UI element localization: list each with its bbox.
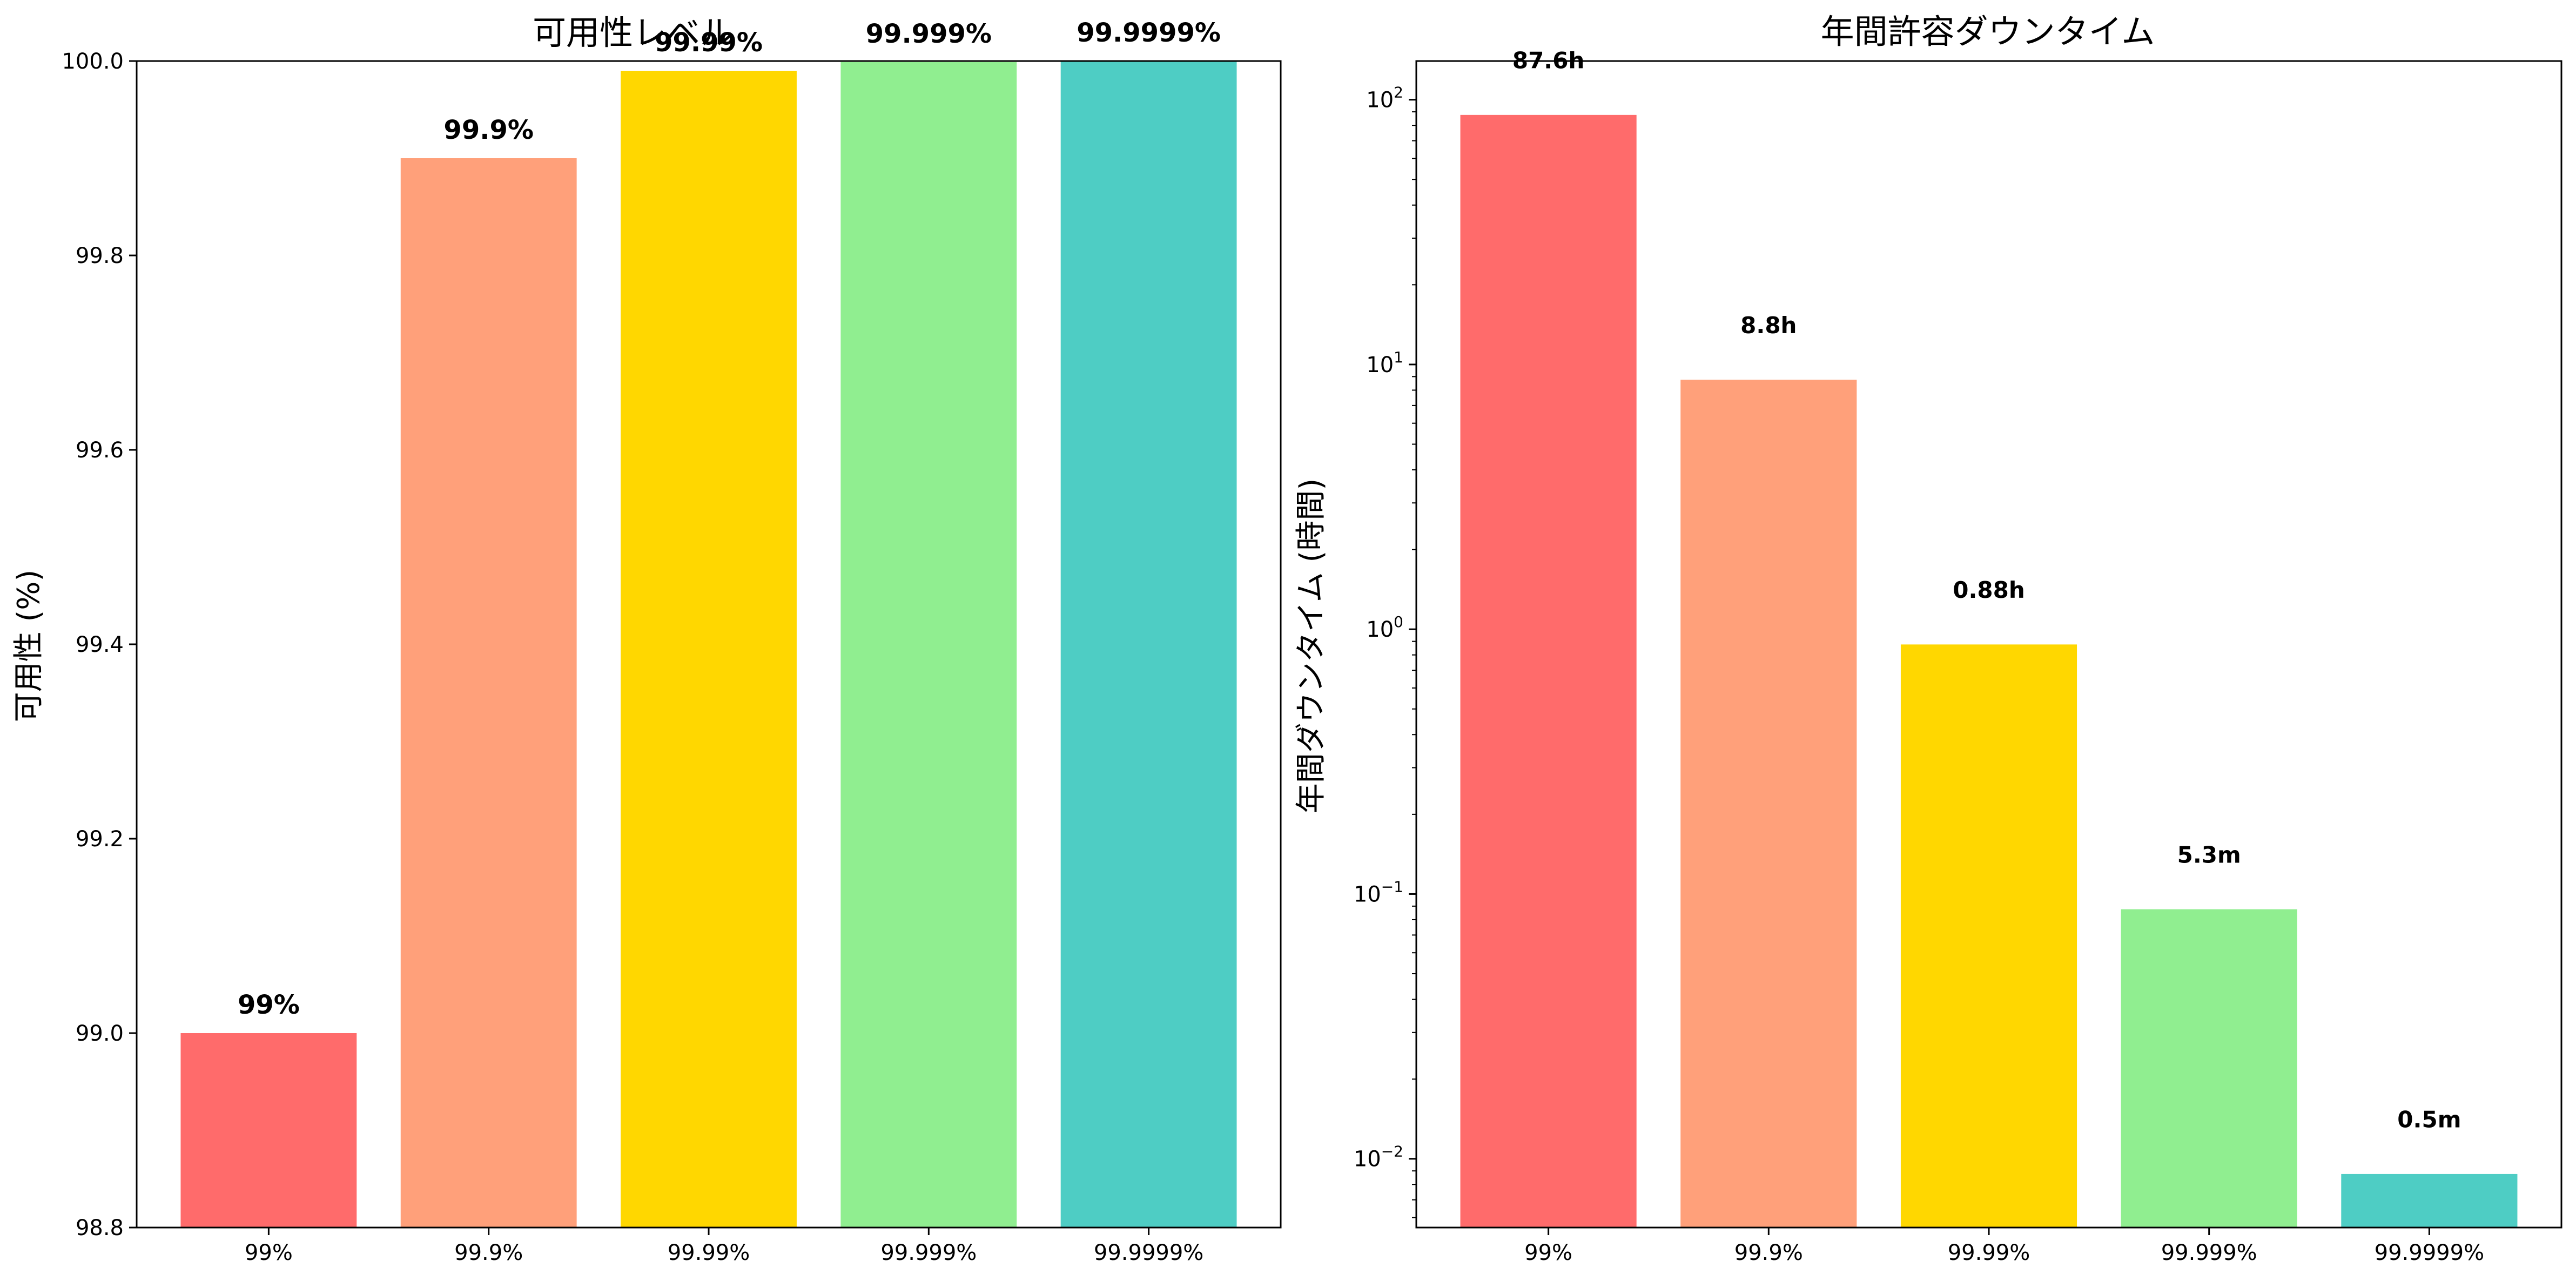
downtime-x-ticks: 99% 99.9% 99.99% 99.999% 99.9999% [1524, 1228, 2484, 1265]
downtime-data-label: 5.3m [2177, 841, 2241, 868]
downtime-bars [1460, 114, 2518, 1228]
availability-chart-title: 可用性レベル [533, 13, 734, 52]
downtime-chart: 年間許容ダウンタイム 年間ダウンタイム (時間) 87.6h8.8h0.88h5… [1294, 12, 2562, 1265]
downtime-data-label: 0.88h [1953, 577, 2025, 603]
availability-plot-frame [136, 60, 1282, 1229]
availability-data-labels: 99% 99.9% 99.99% 99.999% 99.9999% [238, 18, 1221, 1020]
availability-data-label: 99.999% [866, 19, 992, 49]
downtime-y-tick-label: 101 [1366, 348, 1403, 377]
downtime-x-tick-label: 99.9999% [2375, 1240, 2484, 1265]
availability-data-label: 99.9% [443, 115, 534, 145]
availability-y-axis-label: 可用性 (%) [11, 570, 46, 723]
availability-chart: 可用性レベル 可用性 (%) 99% 99.9% 99.99% 99.999% 99.9… [11, 13, 1282, 1265]
downtime-x-tick-label: 99.9% [1734, 1240, 1803, 1265]
downtime-y-tick-exponent: −1 [1381, 878, 1403, 895]
availability-y-tick-label: 99.4 [76, 632, 124, 657]
downtime-bar [1460, 114, 1637, 1228]
downtime-y-tick-label: 10−1 [1354, 878, 1403, 907]
availability-x-tick-label: 99.999% [880, 1240, 977, 1265]
availability-data-label: 99% [238, 990, 300, 1020]
downtime-y-tick-base: 10 [1366, 353, 1394, 377]
downtime-y-tick-exponent: 2 [1394, 84, 1403, 102]
availability-x-tick-label: 99.9999% [1094, 1240, 1203, 1265]
downtime-chart-title: 年間許容ダウンタイム [1821, 12, 2155, 51]
availability-y-tick-label: 98.8 [76, 1216, 124, 1240]
downtime-y-tick-label: 102 [1366, 84, 1403, 113]
availability-x-ticks: 99% 99.9% 99.99% 99.999% 99.9999% [245, 1228, 1203, 1265]
downtime-x-tick-label: 99% [1524, 1240, 1572, 1265]
availability-bars [180, 61, 1237, 1228]
downtime-y-tick-base: 10 [1354, 882, 1381, 907]
availability-data-label: 99.9999% [1077, 18, 1221, 48]
availability-y-tick-label: 99.6 [76, 438, 124, 463]
downtime-plot-frame [1415, 60, 2562, 1229]
availability-bar [621, 71, 797, 1228]
downtime-y-tick-label: 100 [1366, 613, 1403, 642]
availability-bar [180, 1033, 357, 1228]
availability-data-label: 99.99% [655, 28, 763, 58]
downtime-x-tick-label: 99.99% [1948, 1240, 2030, 1265]
downtime-x-tick-label: 99.999% [2161, 1240, 2257, 1265]
downtime-bar [2341, 1174, 2518, 1228]
downtime-data-label: 0.5m [2397, 1107, 2461, 1133]
downtime-y-tick-label: 10−2 [1354, 1143, 1403, 1172]
downtime-y-tick-base: 10 [1366, 617, 1394, 642]
availability-x-tick-label: 99.9% [454, 1240, 523, 1265]
availability-y-ticks: 98.8 99.0 99.2 99.4 99.6 99.8 100.0 [62, 49, 137, 1240]
availability-bar [1060, 61, 1237, 1228]
downtime-y-axis-label: 年間ダウンタイム (時間) [1294, 478, 1329, 813]
downtime-y-tick-base: 10 [1366, 88, 1394, 113]
downtime-bar [2121, 909, 2297, 1228]
availability-x-tick-label: 99.99% [668, 1240, 750, 1265]
availability-y-tick-label: 99.2 [76, 827, 124, 852]
downtime-data-label: 8.8h [1740, 312, 1797, 339]
downtime-y-tick-exponent: −2 [1381, 1143, 1403, 1161]
downtime-bar [1680, 380, 1857, 1228]
downtime-bar [1900, 644, 2077, 1228]
downtime-y-tick-base: 10 [1354, 1147, 1381, 1172]
availability-bar [840, 62, 1017, 1228]
availability-x-tick-label: 99% [245, 1240, 293, 1265]
availability-y-tick-label: 99.8 [76, 244, 124, 268]
availability-y-tick-label: 99.0 [76, 1021, 124, 1046]
availability-y-tick-label: 100.0 [62, 49, 124, 74]
availability-bar [400, 158, 577, 1228]
downtime-y-tick-exponent: 1 [1394, 348, 1403, 366]
downtime-y-tick-exponent: 0 [1394, 613, 1403, 631]
